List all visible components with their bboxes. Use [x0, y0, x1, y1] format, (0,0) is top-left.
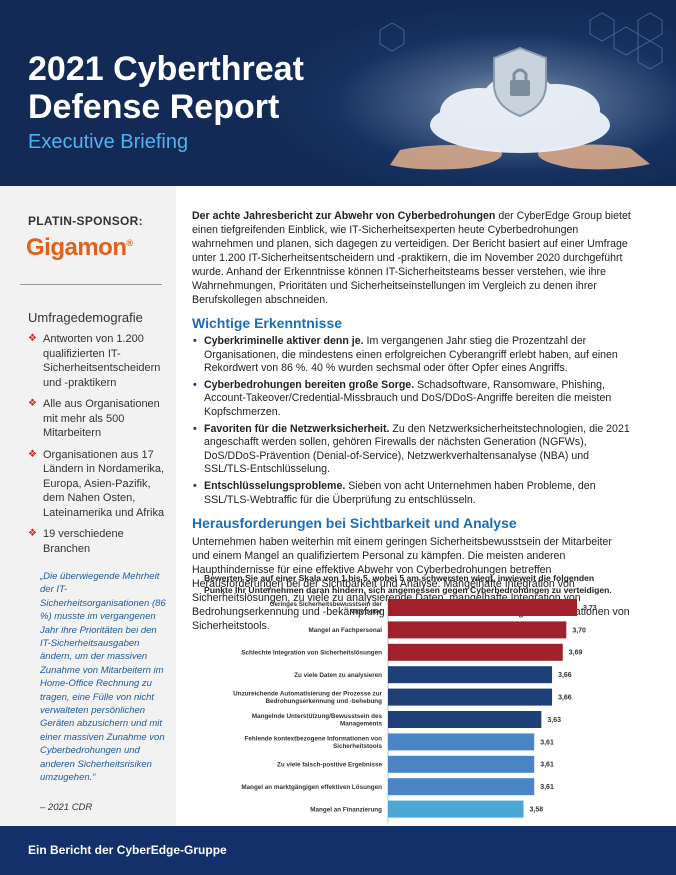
chart-bar — [388, 599, 578, 616]
diamond-bullet-icon: ❖ — [28, 528, 37, 539]
intro-lead: Der achte Jahresbericht zur Abwehr von C… — [192, 210, 496, 222]
bar-value-label: 3,61 — [540, 762, 554, 769]
demographics-title: Umfragedemografie — [28, 310, 143, 325]
main-content: Der achte Jahresbericht zur Abwehr von C… — [192, 209, 632, 633]
chart-bar — [388, 688, 553, 706]
diamond-bullet-icon: ❖ — [28, 448, 37, 460]
diamond-bullet-icon: ❖ — [28, 333, 37, 344]
pull-quote: „Die überwiegende Mehrheit der IT-Sicher… — [40, 571, 166, 784]
bar-value-label: 3,69 — [569, 650, 583, 657]
obstacles-chart: Bewerten Sie auf einer Skala von 1 bis 5… — [192, 573, 632, 823]
report-footer: Ein Bericht der CyberEdge-Gruppe — [0, 826, 676, 875]
findings-list: Cyberkriminelle aktiver denn je. Im verg… — [192, 335, 632, 507]
registered-mark: ® — [126, 238, 134, 248]
sidebar-divider — [20, 284, 162, 285]
category-label: Zu viele falsch-positive Ergebnisse — [277, 762, 382, 769]
list-item: Cyberbedrohungen bereiten große Sorge. S… — [192, 379, 632, 420]
list-item: ❖ 19 verschiedene Branchen — [28, 528, 124, 555]
list-item: ❖ Antworten von 1.200 qualifizierten IT-S… — [28, 333, 161, 389]
sponsor-name: Gigamon — [26, 234, 127, 261]
report-title: 2021 Cyberthreat Defense Report — [28, 50, 304, 126]
chart-bar — [388, 800, 524, 818]
category-label: Zu viele Daten zu analysieren — [294, 672, 382, 679]
category-label: Geringes Sicherheitsbewusstsein der Mitar… — [270, 601, 383, 615]
bar-value-label: 3,63 — [547, 717, 561, 724]
findings-heading: Wichtige Erkenntnisse — [192, 315, 343, 331]
list-item: Cyberkriminelle aktiver denn je. Im verg… — [192, 335, 632, 376]
bar-value-label: 3,66 — [558, 672, 572, 679]
chart-bar — [388, 778, 535, 796]
list-item: Favoriten für die Netzwerksicherheit. Zu… — [192, 423, 632, 477]
report-header: 2021 Cyberthreat Defense Report Executiv… — [0, 0, 676, 186]
quote-source: – 2021 CDR — [40, 802, 93, 813]
category-label: Mangel an marktgängigen effektiven Lösun… — [241, 784, 382, 791]
chart-bar — [388, 755, 535, 773]
footer-text: Ein Bericht der CyberEdge-Gruppe — [28, 843, 227, 857]
bar-value-label: 3,61 — [540, 739, 554, 746]
bar-value-label: 3,58 — [530, 807, 544, 814]
sponsor-label: PLATIN-SPONSOR: — [28, 214, 143, 228]
category-label: Mangel an Fachpersonal — [309, 627, 383, 634]
chart-bar — [388, 733, 535, 751]
bar-value-label: 3,66 — [558, 695, 572, 702]
category-label: Fehlende kontextbezogene Informationen v… — [245, 735, 383, 749]
bar-chart-svg: Geringes Sicherheitsbewusstsein der Mitar… — [233, 597, 597, 823]
hands-shape — [390, 144, 650, 170]
list-item: ❖ Organisationen aus 17 Ländern in Nordam… — [28, 448, 165, 519]
category-label: Schlechte Integration von Sicherheitslös… — [241, 650, 382, 657]
diamond-bullet-icon: ❖ — [28, 398, 37, 409]
challenges-heading: Herausforderungen bei Sichtbarkeit und A… — [192, 515, 517, 532]
chart-bar — [388, 666, 553, 684]
category-label: Unzureichende Automatisierung der Prozes… — [233, 691, 382, 705]
demographics-list: ❖ Antworten von 1.200 qualifizierten IT-S… — [28, 332, 168, 563]
report-subtitle: Executive Briefing — [28, 131, 189, 153]
category-label: Mangel an Finanzierung — [310, 806, 382, 813]
list-item: Entschlüsselungsprobleme. Sieben von ach… — [192, 480, 632, 507]
bar-value-label: 3,70 — [572, 627, 586, 634]
intro-paragraph: Der achte Jahresbericht zur Abwehr von C… — [192, 210, 631, 306]
chart-bar — [388, 621, 567, 639]
chart-bar — [388, 643, 563, 661]
sponsor-logo: Gigamon® — [26, 234, 133, 262]
chart-bar — [388, 711, 542, 728]
category-label: Mangelnde Unterstützung/Bewusstsein des M… — [252, 713, 383, 727]
bar-value-label: 3,61 — [540, 784, 554, 791]
cloud-lock-illustration — [379, 12, 663, 170]
sidebar: PLATIN-SPONSOR: Gigamon® Umfragedemograf… — [0, 186, 176, 826]
bar-value-label: 3,73 — [583, 605, 597, 612]
chart-title: Bewerten Sie auf einer Skala von 1 bis 5… — [204, 573, 612, 595]
list-item: ❖ Alle aus Organisationen mit mehr als 50… — [28, 398, 160, 439]
shield-lock-icon — [493, 46, 547, 118]
